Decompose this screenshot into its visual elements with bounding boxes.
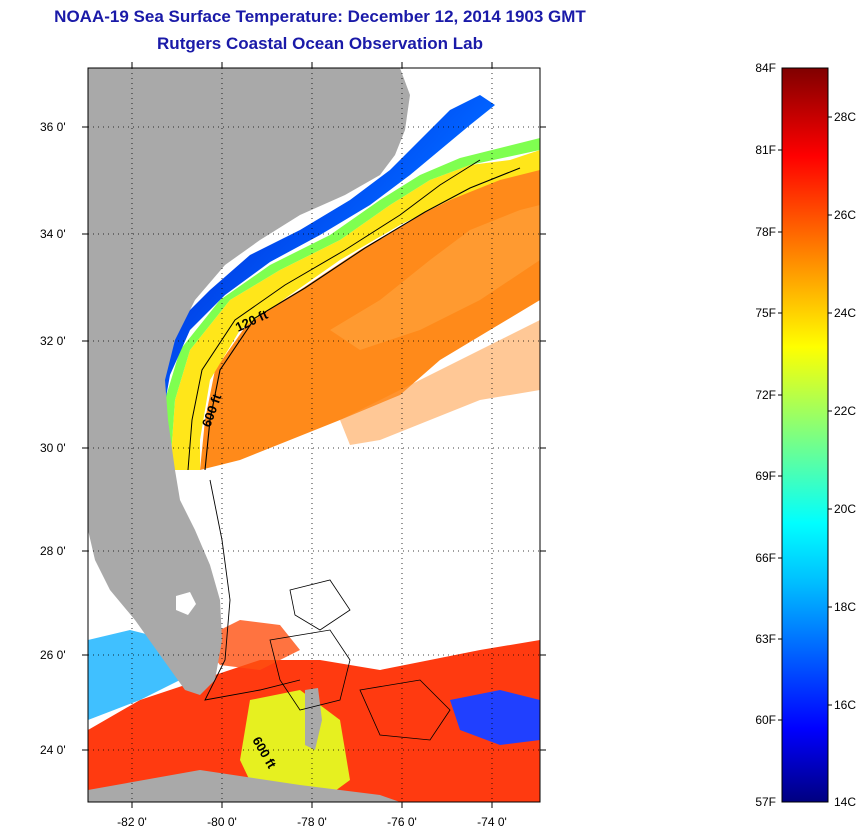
lat-label: 36 0' [40, 120, 66, 134]
colorbar-c-label: 14C [834, 795, 856, 809]
colorbar-c-label: 18C [834, 600, 856, 614]
lat-label: 24 0' [40, 743, 66, 757]
colorbar-c-label: 22C [834, 404, 856, 418]
lat-label: 34 0' [40, 227, 66, 241]
lon-label: -74 0' [477, 815, 507, 829]
colorbar-f-label: 60F [755, 713, 776, 727]
colorbar-c-label: 20C [834, 502, 856, 516]
colorbar-f-label: 72F [755, 388, 776, 402]
sst-data-layer: 120 ft 600 ft 600 ft [88, 68, 540, 802]
colorbar-f-label: 78F [755, 225, 776, 239]
lon-label: -78 0' [297, 815, 327, 829]
cuba-land [88, 770, 400, 802]
contour-600ft [204, 167, 521, 471]
lat-label: 28 0' [40, 544, 66, 558]
lake-okeechobee [176, 592, 196, 615]
colorbar-f-label: 84F [755, 61, 776, 75]
lat-label: 30 0' [40, 441, 66, 455]
bahamas-bank [240, 690, 350, 802]
lat-label: 32 0' [40, 334, 66, 348]
graticule [88, 68, 540, 802]
lon-label: -80 0' [207, 815, 237, 829]
colorbar-c-label: 16C [834, 698, 856, 712]
map-border [87, 67, 541, 803]
shelf-front [170, 150, 540, 470]
colorbar-c-label: 28C [834, 110, 856, 124]
lon-label: -82 0' [117, 815, 147, 829]
colorbar-f-label: 66F [755, 551, 776, 565]
coastal-cold-water [150, 95, 495, 480]
colorbar-f-label: 63F [755, 632, 776, 646]
colorbar-f-label: 57F [755, 795, 776, 809]
lat-label: 26 0' [40, 648, 66, 662]
colorbar [781, 67, 829, 803]
land-mass [88, 68, 410, 695]
lon-label: -76 0' [387, 815, 417, 829]
contour-120ft [187, 159, 481, 471]
colorbar-f-label: 75F [755, 306, 776, 320]
colorbar-c-label: 24C [834, 306, 856, 320]
colorbar-f-label: 69F [755, 469, 776, 483]
colorbar-f-label: 81F [755, 143, 776, 157]
map-title: NOAA-19 Sea Surface Temperature: Decembe… [54, 7, 586, 26]
map-subtitle: Rutgers Coastal Ocean Observation Lab [157, 34, 483, 53]
colorbar-ticks [778, 116, 832, 721]
colorbar-c-label: 26C [834, 208, 856, 222]
map-ticks [82, 62, 546, 808]
